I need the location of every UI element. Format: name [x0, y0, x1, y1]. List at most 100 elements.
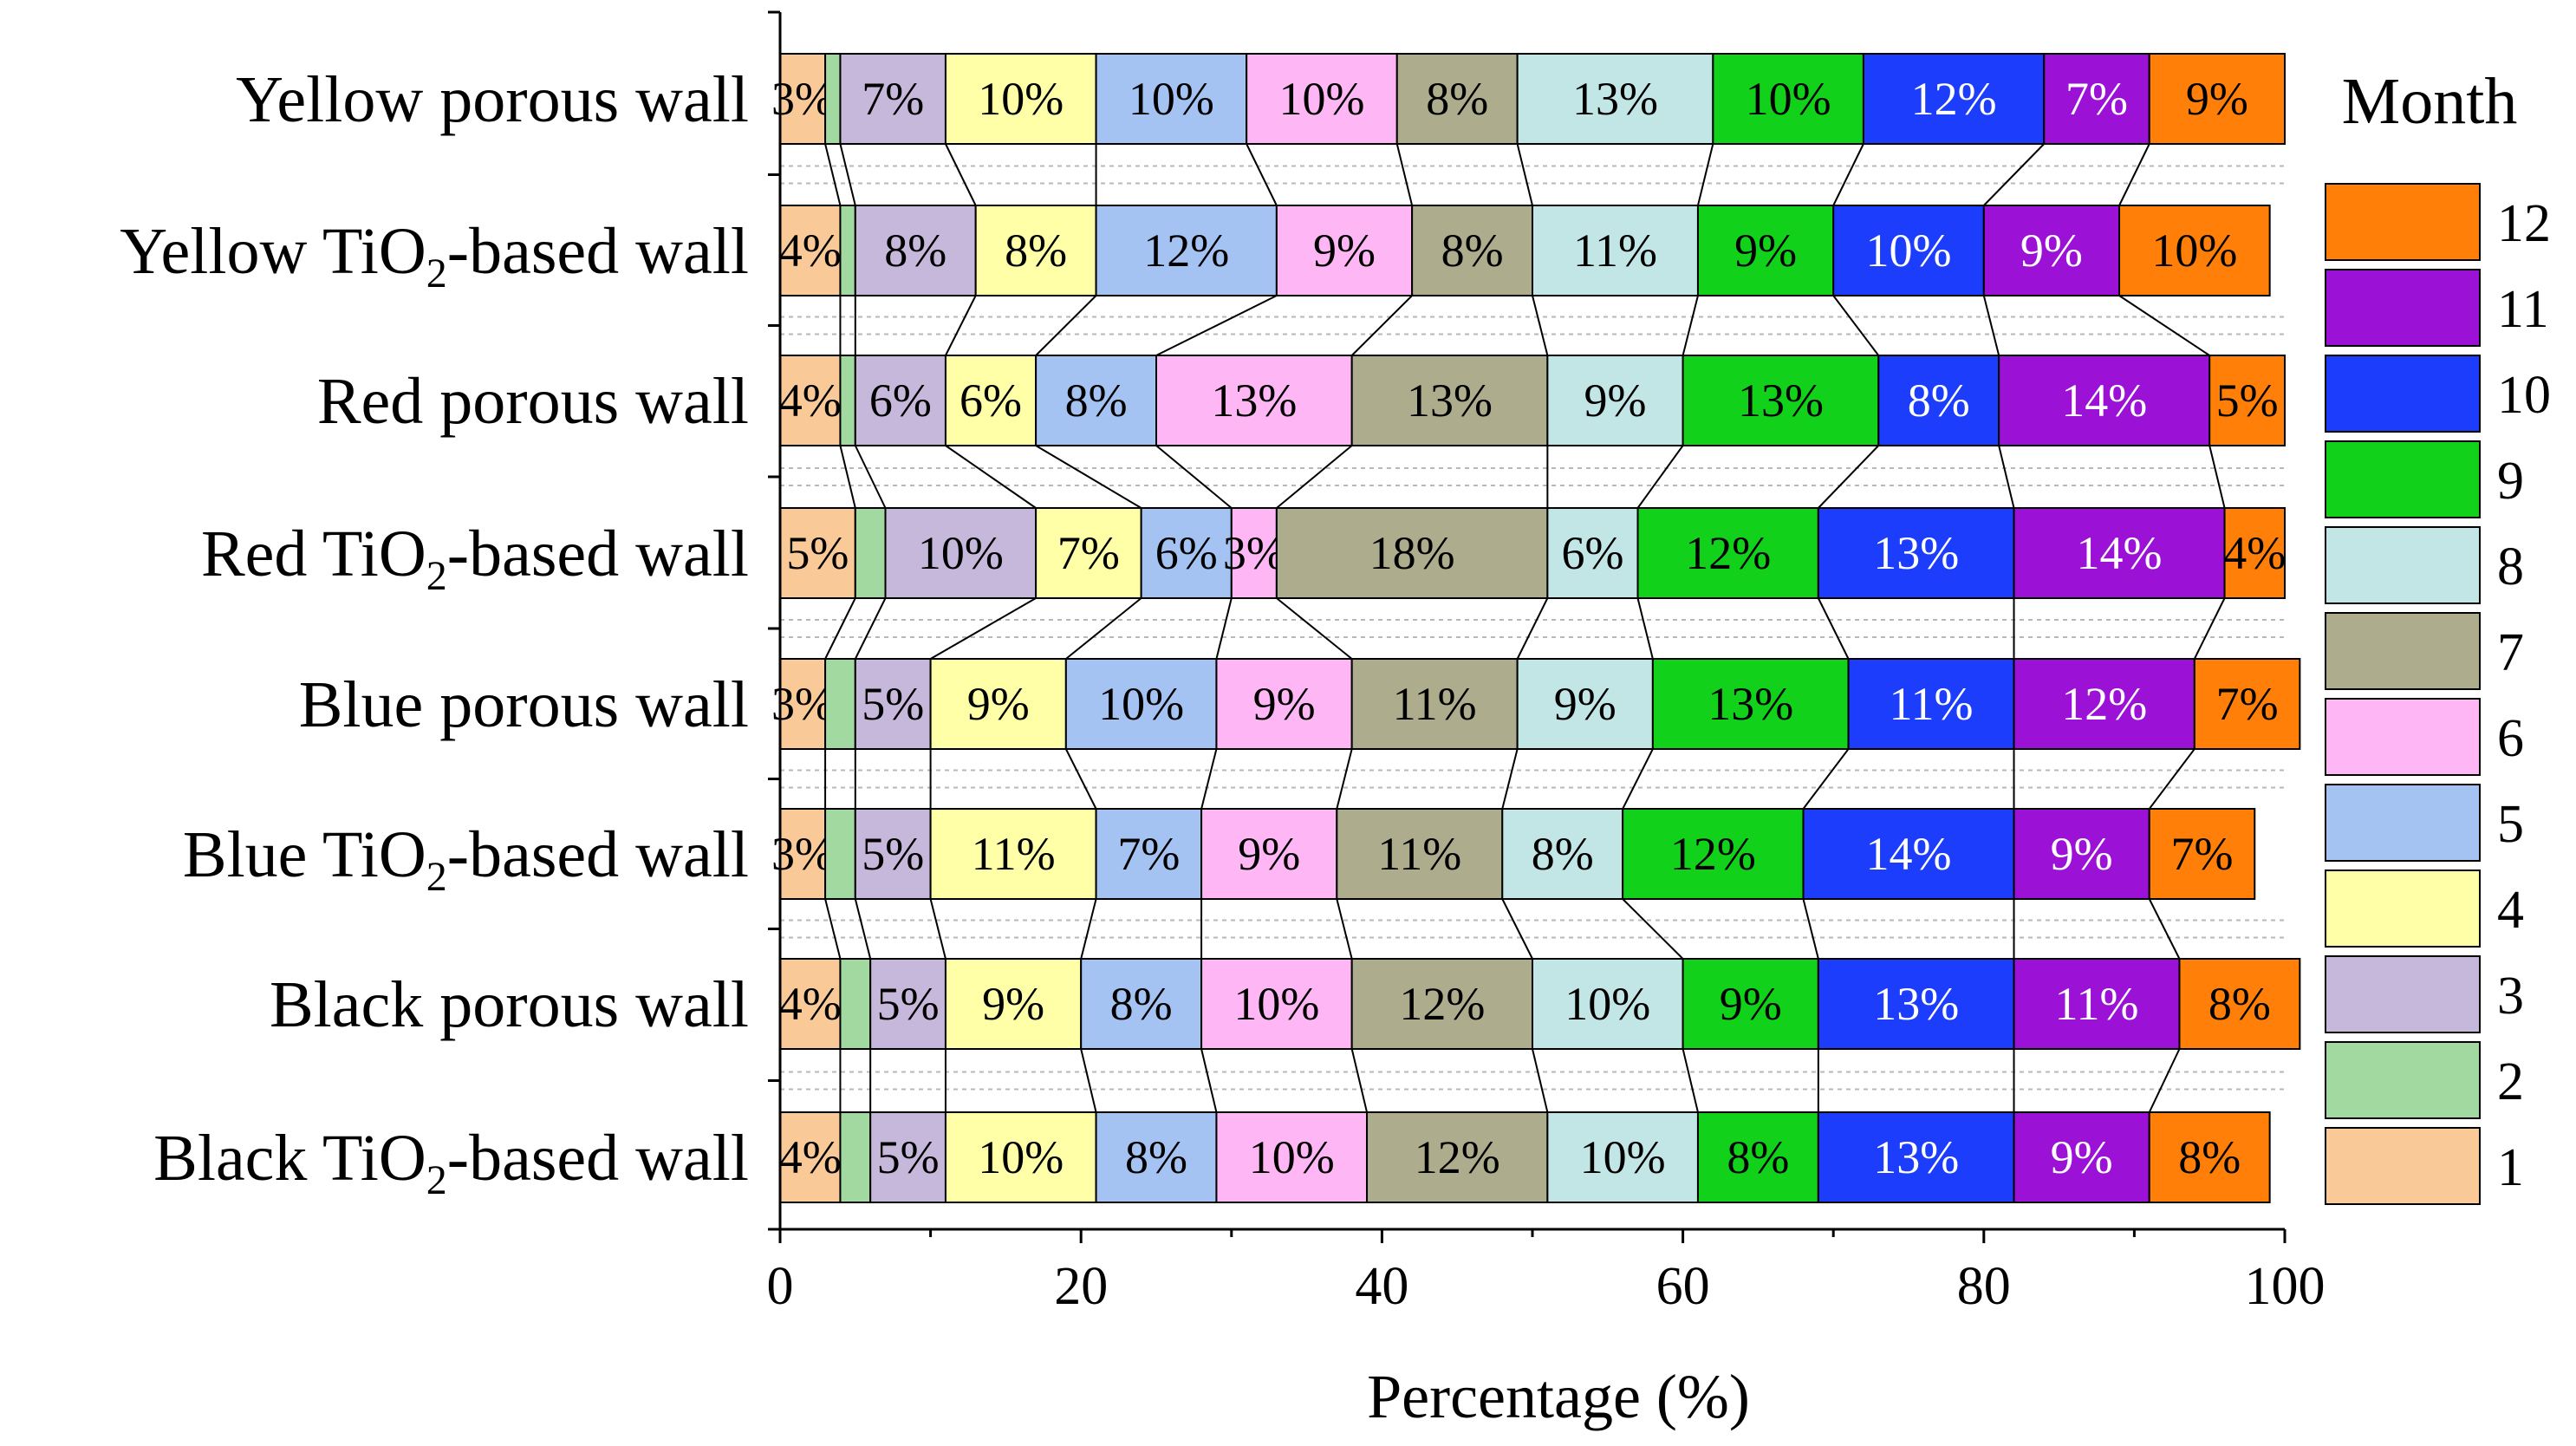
category-label: Blue porous wall — [299, 668, 749, 741]
bar-segment-month-2 — [839, 205, 856, 296]
segment-connector — [2118, 295, 2210, 356]
segment-connector — [1200, 1048, 1218, 1113]
bar-segment-month-2 — [839, 355, 856, 446]
bar-segment-month-1 — [779, 355, 842, 446]
bar-segment-label: 3% — [1223, 527, 1285, 579]
segment-connector — [1832, 295, 1880, 356]
segment-connector — [1983, 143, 2045, 206]
segment-connector — [1080, 898, 1097, 960]
bar-segment-label: 3% — [771, 828, 834, 880]
bar-segment-label: 11% — [972, 828, 1056, 880]
segment-connector — [2118, 143, 2150, 206]
legend-label: 3 — [2497, 967, 2524, 1026]
category-label: Yellow porous wall — [236, 63, 749, 136]
segment-connector — [1832, 143, 1864, 206]
legend-swatch-month-12 — [2325, 183, 2481, 261]
segment-connector — [1622, 898, 1684, 960]
bar-segment-label: 13% — [1873, 978, 1959, 1030]
bar-segment-month-6 — [1200, 808, 1338, 900]
bar-segment-label: 10% — [1098, 678, 1184, 730]
bar-segment-label: 14% — [2061, 375, 2147, 427]
bar-segment-label: 8% — [1110, 978, 1173, 1030]
x-tick-label: 0 — [767, 1257, 794, 1316]
bar-segment-month-1 — [779, 1111, 842, 1203]
x-tick-label: 60 — [1656, 1257, 1710, 1316]
segment-connector — [1246, 143, 1278, 206]
category-label: Red TiO2-based wall — [201, 518, 749, 599]
legend-label: 1 — [2497, 1138, 2524, 1197]
segment-connector — [1636, 445, 1684, 509]
bar-segment-label: 12% — [1911, 73, 1997, 125]
bar-segment-month-11 — [2013, 1111, 2150, 1203]
bar-segment-month-3 — [884, 507, 1038, 599]
bar-segment-label: 10% — [1866, 225, 1952, 277]
bar-segment-month-12 — [2223, 507, 2287, 599]
bar-segment-label: 12% — [1670, 828, 1756, 880]
segment-connector — [1155, 445, 1233, 509]
bar-segment-month-5 — [1095, 808, 1203, 900]
legend-label: 4 — [2497, 881, 2524, 940]
bar-segment-month-6 — [1215, 1111, 1369, 1203]
legend-label: 12 — [2497, 194, 2551, 253]
bar-segment-label: 9% — [2186, 73, 2248, 125]
legend-label: 6 — [2497, 709, 2524, 768]
bar-segment-label: 10% — [1580, 1131, 1666, 1183]
bar-segment-label: 8% — [1065, 375, 1128, 427]
bar-segment-month-4 — [1035, 507, 1142, 599]
segment-connector — [1080, 1048, 1097, 1113]
segment-connectors — [824, 143, 2226, 1113]
segment-connector — [1276, 445, 1353, 509]
segment-connector — [1336, 748, 1353, 810]
category-label: Yellow TiO2-based wall — [120, 215, 749, 296]
category-label: Blue TiO2-based wall — [183, 818, 749, 900]
bar-segment-label: 5% — [877, 1131, 940, 1183]
segment-connector — [839, 445, 856, 509]
bar-segment-month-6 — [1246, 53, 1398, 145]
segment-connector — [2148, 748, 2195, 810]
bar-segment-month-3 — [854, 355, 946, 446]
bar-segment-label: 13% — [1873, 1131, 1959, 1183]
legend-swatch-month-8 — [2325, 526, 2481, 604]
segment-connector — [1064, 748, 1097, 810]
segment-connector — [854, 597, 887, 660]
segment-connector — [824, 597, 856, 660]
bar-segment-month-11 — [2013, 958, 2181, 1050]
segment-connector — [1501, 748, 1519, 810]
bar-segment-label: 12% — [1143, 225, 1229, 277]
bar-segment-label: 10% — [2151, 225, 2237, 277]
bar-segment-label: 3% — [771, 678, 834, 730]
legend-label: 11 — [2497, 280, 2549, 339]
bar-segment-label: 9% — [1238, 828, 1300, 880]
bar-segment-label: 8% — [1426, 73, 1488, 125]
segment-connector — [1682, 295, 1699, 356]
bar-segment-label: 9% — [1253, 678, 1316, 730]
bars: 3% 7% 10% 10% 10% 8% 13% 10% 12% 7% 9% 4% 8% 8% 12% 9% 8… — [771, 53, 2301, 1203]
segment-connector — [1501, 898, 1533, 960]
bar-segment-label: 5% — [877, 978, 940, 1030]
bar-segment-label: 8% — [1005, 225, 1067, 277]
bar-segment-label: 9% — [982, 978, 1044, 1030]
bar-segment-month-11 — [1998, 355, 2211, 446]
bar-segment-month-1 — [779, 53, 827, 145]
bar-segment-label: 14% — [2077, 527, 2163, 579]
bar-segment-month-6 — [1155, 355, 1353, 446]
segment-connector — [1215, 597, 1233, 660]
bar-segment-label: 5% — [862, 678, 924, 730]
x-axis-title: Percentage (%) — [1367, 1362, 1750, 1431]
bar-segment-label: 13% — [1873, 527, 1959, 579]
bar-segment-month-3 — [839, 53, 946, 145]
category-labels: Yellow porous wall Yellow TiO2-based wall… — [120, 63, 749, 1203]
bar-segment-label: 7% — [862, 73, 924, 125]
bar-segment-month-2 — [839, 958, 872, 1050]
bar-segment-label: 10% — [918, 527, 1004, 579]
bar-segment-label: 9% — [2051, 1131, 2113, 1183]
segment-connector — [1395, 143, 1414, 206]
bar-segment-label: 14% — [1866, 828, 1952, 880]
segment-connector — [839, 143, 856, 206]
bar-segment-label: 13% — [1572, 73, 1658, 125]
category-label: Red porous wall — [317, 365, 749, 438]
bar-segment-month-1 — [779, 958, 842, 1050]
bar-segment-month-11 — [2013, 658, 2195, 750]
bar-segment-month-12 — [2118, 205, 2271, 296]
segment-connector — [1982, 295, 2000, 356]
